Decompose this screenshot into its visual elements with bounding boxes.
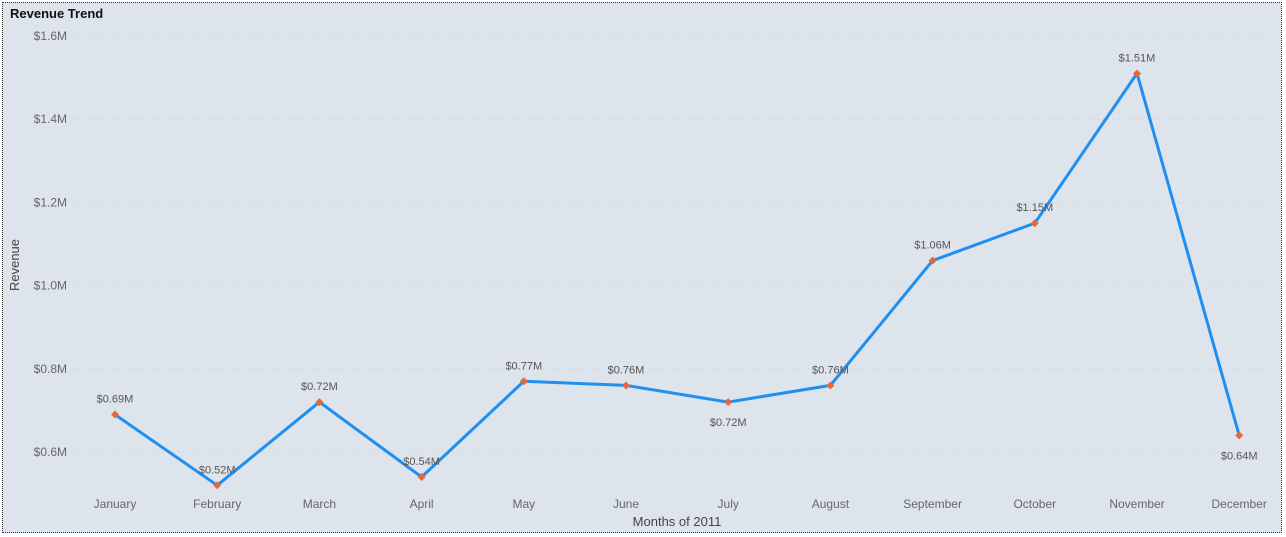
data-label: $0.64M [1221, 450, 1258, 462]
data-label: $0.76M [812, 364, 849, 376]
x-axis-title: Months of 2011 [633, 514, 722, 529]
x-tick-label: August [812, 497, 850, 511]
data-point [315, 398, 324, 407]
data-point [1030, 219, 1039, 228]
data-point [1235, 431, 1244, 440]
data-point [111, 410, 119, 419]
x-tick-label: October [1013, 497, 1056, 511]
x-tick-label: April [410, 497, 434, 511]
data-point [928, 256, 937, 265]
data-label: $0.77M [505, 360, 542, 372]
x-tick-label: June [613, 497, 639, 511]
data-point [826, 381, 835, 390]
data-label: $0.54M [403, 456, 440, 468]
revenue-series-line [114, 71, 1241, 487]
x-tick-label: May [512, 497, 535, 511]
chart-title: Revenue Trend [10, 6, 104, 21]
y-tick-label: $1.4M [34, 112, 67, 126]
y-tick-label: $1.2M [34, 195, 67, 209]
y-tick-label: $0.8M [34, 362, 67, 376]
y-tick-label: $0.6M [34, 445, 67, 459]
data-label: $0.69M [97, 394, 134, 406]
x-tick-label: July [718, 497, 739, 511]
data-point [417, 472, 426, 481]
y-tick-label: $1.0M [34, 279, 67, 293]
line-chart: $0.6M $0.8M $1.0M $1.2M $1.4M $1.6M January Fe… [7, 29, 1267, 529]
data-point [519, 377, 528, 386]
x-tick-label: September [903, 497, 962, 511]
data-point [1133, 69, 1141, 78]
data-label: $0.52M [199, 464, 236, 476]
x-tick-label: November [1109, 497, 1164, 511]
data-point [213, 481, 222, 490]
data-point [622, 381, 630, 390]
data-label: $1.51M [1119, 52, 1156, 64]
x-tick-label: March [303, 497, 336, 511]
x-tick-label: February [193, 497, 241, 511]
data-label: $1.15M [1016, 202, 1053, 214]
y-axis-title: Revenue [7, 239, 22, 291]
data-label: $0.72M [301, 381, 338, 393]
data-label: $0.76M [608, 364, 645, 376]
data-label: $1.06M [914, 240, 951, 252]
data-point [724, 398, 733, 407]
x-tick-label: December [1212, 497, 1267, 511]
data-label: $0.72M [710, 417, 747, 429]
y-tick-label: $1.6M [34, 29, 67, 43]
x-tick-label: January [94, 497, 137, 511]
